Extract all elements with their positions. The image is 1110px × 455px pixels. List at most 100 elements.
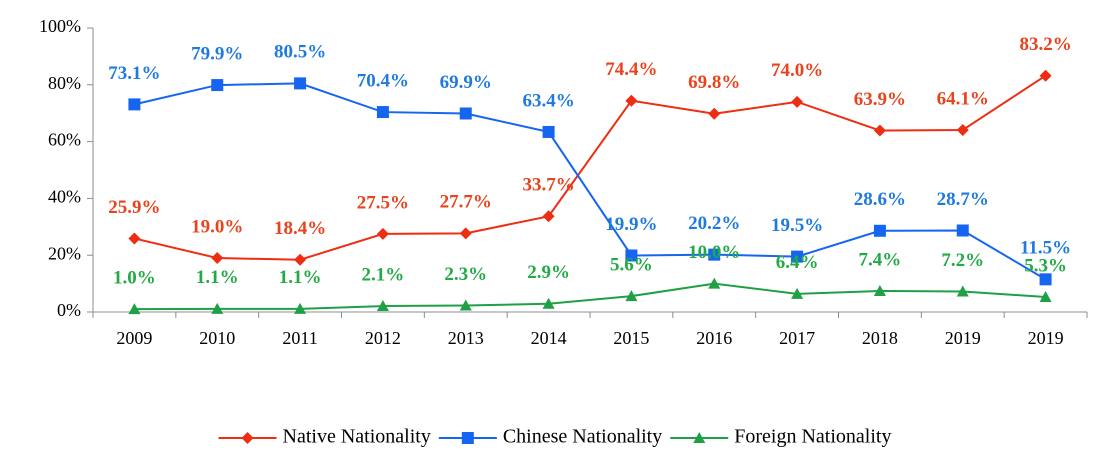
data-label: 73.1%: [108, 63, 160, 84]
data-point: [376, 300, 389, 312]
data-label: 28.6%: [854, 189, 906, 210]
series-line: [134, 74, 1047, 261]
data-point: [791, 95, 804, 108]
legend-label: Native Nationality: [283, 426, 431, 448]
legend-label: Chinese Nationality: [503, 426, 662, 448]
data-point: [128, 98, 141, 111]
data-point: [211, 79, 224, 92]
data-label: 2.3%: [444, 264, 487, 285]
data-point: [1039, 273, 1052, 286]
data-point: [294, 302, 307, 314]
data-label: 18.4%: [274, 218, 326, 239]
data-point: [625, 249, 638, 262]
data-label: 27.5%: [357, 192, 409, 213]
data-label: 6.4%: [776, 252, 819, 273]
data-label: 19.9%: [605, 214, 657, 235]
data-label: 83.2%: [1019, 34, 1071, 55]
data-point: [873, 124, 886, 137]
data-point: [128, 232, 141, 245]
data-point: [459, 107, 472, 120]
data-point: [956, 285, 969, 297]
data-point: [708, 107, 721, 120]
x-tick-label: 2019: [1028, 328, 1064, 348]
data-point: [708, 248, 721, 261]
y-tick-label: 80%: [48, 73, 81, 93]
data-point: [376, 227, 389, 240]
data-label: 1.1%: [196, 267, 239, 288]
x-tick-label: 2010: [199, 328, 235, 348]
legend-label: Foreign Nationality: [734, 426, 891, 448]
y-tick-label: 60%: [48, 130, 81, 150]
data-label: 11.5%: [1020, 238, 1071, 259]
data-point: [128, 303, 141, 315]
x-tick-label: 2016: [696, 328, 732, 348]
data-point: [211, 302, 224, 314]
data-point: [542, 210, 555, 223]
data-label: 64.1%: [937, 88, 989, 109]
data-label: 63.9%: [854, 89, 906, 110]
data-point: [873, 284, 886, 296]
data-label: 33.7%: [522, 175, 574, 196]
data-label: 20.2%: [688, 213, 740, 234]
data-point: [1039, 69, 1052, 82]
legend-marker: [461, 432, 474, 444]
y-tick-label: 20%: [48, 243, 81, 263]
data-point: [294, 77, 307, 90]
x-tick-label: 2011: [282, 328, 317, 348]
data-label: 74.0%: [771, 60, 823, 81]
data-point: [211, 252, 224, 265]
data-label: 19.0%: [191, 216, 243, 237]
data-point: [956, 224, 969, 237]
data-label: 28.7%: [937, 189, 989, 210]
data-point: [459, 299, 472, 311]
y-tick-label: 0%: [57, 300, 81, 320]
x-tick-label: 2012: [365, 328, 401, 348]
data-label: 1.1%: [279, 267, 322, 288]
data-point: [294, 253, 307, 266]
x-tick-label: 2019: [945, 328, 981, 348]
data-label: 2.9%: [527, 262, 570, 283]
data-label: 63.4%: [522, 90, 574, 111]
legend-marker: [693, 432, 706, 443]
data-point: [1039, 290, 1052, 302]
x-tick-label: 2009: [116, 328, 152, 348]
data-point: [873, 224, 886, 237]
data-point: [376, 106, 389, 119]
series-line: [134, 282, 1046, 311]
data-point: [459, 227, 472, 240]
data-label: 5.6%: [610, 254, 653, 275]
data-label: 2.1%: [362, 264, 405, 285]
y-tick-label: 40%: [48, 187, 81, 207]
x-tick-label: 2014: [531, 328, 567, 348]
x-tick-label: 2017: [779, 328, 815, 348]
data-label: 7.4%: [859, 249, 902, 270]
data-label: 1.0%: [113, 268, 156, 289]
data-point: [542, 125, 555, 138]
data-point: [791, 250, 804, 263]
data-label: 10.0%: [688, 242, 740, 263]
data-label: 74.4%: [605, 59, 657, 80]
data-label: 79.9%: [191, 43, 243, 64]
data-point: [542, 297, 555, 309]
data-label: 70.4%: [357, 70, 409, 91]
y-tick-label: 100%: [39, 16, 81, 36]
data-label: 80.5%: [274, 42, 326, 63]
data-label: 27.7%: [440, 192, 492, 213]
data-point: [708, 277, 721, 289]
x-tick-label: 2013: [448, 328, 484, 348]
data-point: [791, 287, 804, 299]
data-label: 25.9%: [108, 197, 160, 218]
series-line: [134, 82, 1047, 281]
data-label: 69.8%: [688, 72, 740, 93]
data-label: 7.2%: [941, 250, 984, 271]
data-label: 5.3%: [1024, 255, 1067, 276]
legend-marker: [241, 432, 254, 444]
data-point: [625, 94, 638, 107]
data-point: [956, 123, 969, 136]
data-label: 19.5%: [771, 215, 823, 236]
x-tick-label: 2015: [613, 328, 649, 348]
x-tick-label: 2018: [862, 328, 898, 348]
data-point: [625, 290, 638, 302]
